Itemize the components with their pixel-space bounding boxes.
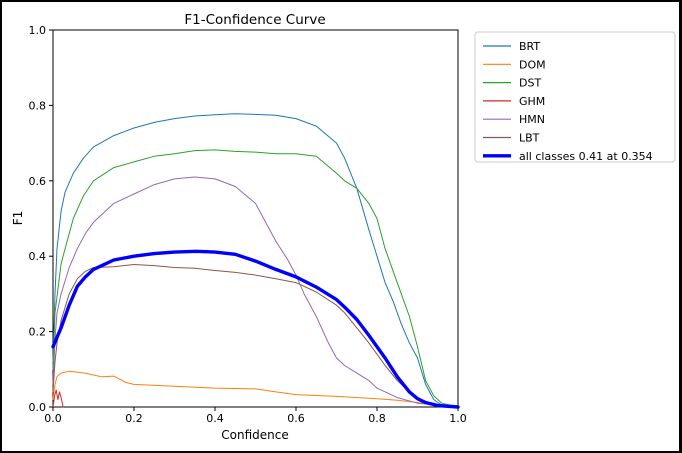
y-tick-label: 1.0	[29, 24, 47, 37]
y-axis-ticks: 0.0 0.2 0.4 0.6 0.8 1.0	[29, 24, 53, 414]
legend-label-brt: BRT	[519, 40, 540, 53]
legend-label-dst: DST	[519, 77, 541, 90]
legend-label-lbt: LBT	[519, 132, 540, 145]
legend-box	[474, 31, 676, 163]
x-tick-label: 0.4	[206, 412, 224, 425]
y-tick-label: 0.2	[29, 326, 47, 339]
series-line-all-classes-0-41-at-0-354	[51, 249, 460, 409]
y-axis-label: F1	[11, 211, 25, 226]
legend-label-hmn: HMN	[519, 113, 545, 126]
x-tick-label: 0.6	[287, 412, 305, 425]
plot-frame	[52, 29, 459, 408]
series-line-ghm	[52, 389, 64, 408]
series-line-dst	[52, 149, 459, 408]
y-tick-label: 0.0	[29, 401, 47, 414]
chart-title: F1-Confidence Curve	[184, 12, 325, 28]
series-line-hmn	[52, 176, 459, 408]
x-tick-label: 0.2	[125, 412, 143, 425]
series-layer	[51, 113, 460, 409]
x-tick-label: 0.8	[368, 412, 386, 425]
x-tick-label: 1.0	[449, 412, 467, 425]
y-tick-label: 0.4	[29, 250, 47, 263]
legend-label-ghm: GHM	[519, 95, 545, 108]
legend-label-all-classes-0-41-at-0-354: all classes 0.41 at 0.354	[519, 150, 653, 163]
x-axis-label: Confidence	[221, 428, 288, 442]
x-tick-label: 0.0	[44, 412, 62, 425]
legend-label-dom: DOM	[519, 58, 546, 71]
y-tick-label: 0.6	[29, 175, 47, 188]
series-line-dom	[52, 370, 459, 408]
series-line-lbt	[52, 264, 459, 408]
series-line-brt	[52, 113, 459, 408]
y-tick-label: 0.8	[29, 99, 47, 112]
legend: BRT DOM DST GHM HMN LBT all classes 0.41 at 0.…	[474, 31, 676, 163]
x-axis-ticks: 0.0 0.2 0.4 0.6 0.8 1.0	[44, 407, 467, 425]
